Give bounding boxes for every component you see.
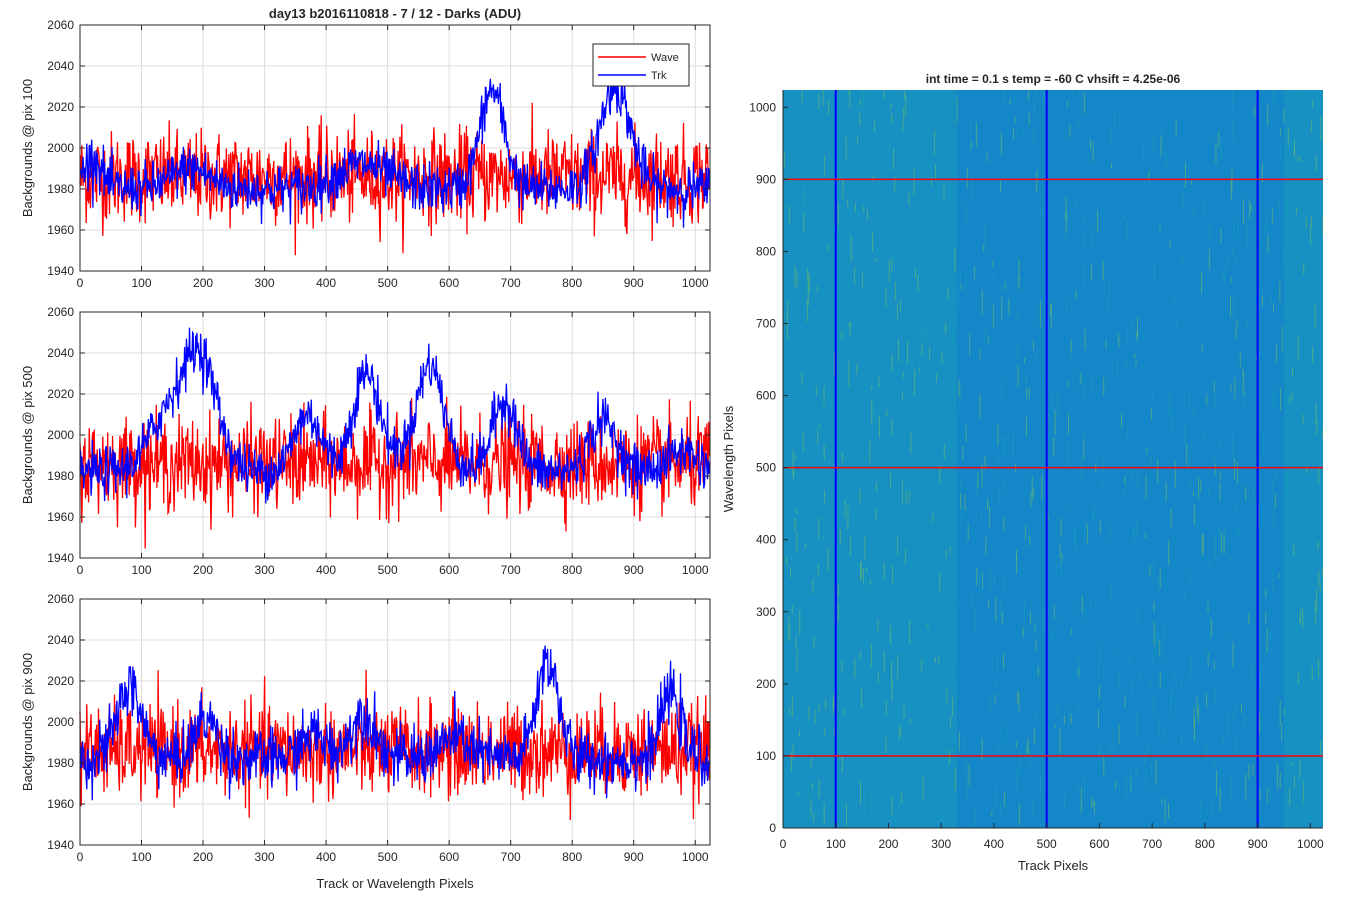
y-tick-label: 500 (756, 461, 776, 475)
x-tick-label: 400 (316, 563, 336, 577)
x-tick-label: 900 (624, 276, 644, 290)
x-tick-label: 1000 (682, 850, 709, 864)
x-tick-label: 0 (77, 850, 84, 864)
x-tick-label: 1000 (1297, 837, 1324, 851)
heatmap-title: int time = 0.1 s temp = -60 C vhsift = 4… (926, 72, 1181, 86)
x-tick-label: 800 (562, 276, 582, 290)
x-tick-label: 800 (562, 563, 582, 577)
trace-panel-pix-900: Backgrounds @ pix 900 Track or Wavelengt… (20, 592, 711, 891)
x-tick-label: 0 (77, 563, 84, 577)
y-tick-label: 1940 (47, 264, 74, 278)
y-tick-label: 1000 (749, 100, 776, 114)
legend-label-trk: Trk (651, 70, 667, 82)
legend-label-wave: Wave (651, 52, 679, 64)
x-tick-label: 900 (624, 850, 644, 864)
y-tick-label: 1980 (47, 469, 74, 483)
x-axis-label: Track or Wavelength Pixels (316, 876, 474, 891)
x-tick-label: 400 (984, 837, 1004, 851)
y-tick-label: 400 (756, 533, 776, 547)
legend-box (592, 43, 690, 87)
x-tick-label: 300 (931, 837, 951, 851)
y-axis-label: Wavelength Pixels (721, 405, 736, 512)
y-tick-label: 2040 (47, 59, 74, 73)
x-tick-label: 300 (255, 276, 275, 290)
heatmap-background (783, 90, 1323, 828)
y-axis-label: Backgrounds @ pix 500 (20, 366, 35, 504)
x-tick-label: 500 (378, 850, 398, 864)
y-tick-label: 1960 (47, 223, 74, 237)
x-tick-label: 900 (624, 563, 644, 577)
chart-title: day13 b2016110818 - 7 / 12 - Darks (ADU) (269, 6, 521, 21)
x-tick-label: 800 (562, 850, 582, 864)
x-tick-label: 100 (132, 850, 152, 864)
x-tick-label: 200 (193, 276, 213, 290)
x-tick-label: 300 (255, 850, 275, 864)
y-tick-label: 2000 (47, 141, 74, 155)
y-tick-label: 2020 (47, 387, 74, 401)
y-tick-label: 900 (756, 172, 776, 186)
y-tick-label: 1980 (47, 182, 74, 196)
x-tick-label: 100 (132, 276, 152, 290)
x-tick-label: 1000 (682, 563, 709, 577)
y-tick-label: 0 (769, 821, 776, 835)
y-axis-label: Backgrounds @ pix 100 (20, 79, 35, 217)
x-tick-label: 600 (439, 276, 459, 290)
x-tick-label: 700 (1142, 837, 1162, 851)
y-tick-label: 2060 (47, 592, 74, 606)
x-tick-label: 500 (1037, 837, 1057, 851)
x-tick-label: 200 (193, 563, 213, 577)
y-tick-label: 100 (756, 749, 776, 763)
y-tick-label: 300 (756, 605, 776, 619)
x-tick-label: 100 (132, 563, 152, 577)
y-tick-label: 2040 (47, 633, 74, 647)
x-tick-label: 400 (316, 850, 336, 864)
y-tick-label: 2060 (47, 18, 74, 32)
x-tick-label: 300 (255, 563, 275, 577)
x-axis-label: Track Pixels (1018, 858, 1089, 873)
y-tick-label: 2020 (47, 674, 74, 688)
trace-panel-pix-100: day13 b2016110818 - 7 / 12 - Darks (ADU)… (20, 6, 711, 290)
x-tick-label: 900 (1248, 837, 1268, 851)
y-tick-label: 2060 (47, 305, 74, 319)
x-tick-label: 200 (878, 837, 898, 851)
y-tick-label: 2000 (47, 428, 74, 442)
legend: Wave Trk (592, 43, 690, 87)
series-line-trk (79, 69, 711, 228)
y-tick-label: 200 (756, 677, 776, 691)
x-tick-label: 600 (439, 850, 459, 864)
x-tick-label: 0 (780, 837, 787, 851)
x-tick-label: 500 (378, 276, 398, 290)
y-tick-label: 2020 (47, 100, 74, 114)
x-tick-label: 600 (439, 563, 459, 577)
y-axis-label: Backgrounds @ pix 900 (20, 653, 35, 791)
x-tick-label: 800 (1195, 837, 1215, 851)
x-tick-label: 200 (193, 850, 213, 864)
heatmap-region-right (1283, 90, 1323, 828)
y-tick-label: 1940 (47, 838, 74, 852)
y-tick-label: 2000 (47, 715, 74, 729)
series-line-trk (79, 327, 711, 504)
x-tick-label: 700 (501, 563, 521, 577)
x-tick-label: 1000 (682, 276, 709, 290)
x-tick-label: 700 (501, 850, 521, 864)
x-tick-label: 100 (826, 837, 846, 851)
y-tick-label: 600 (756, 389, 776, 403)
y-tick-label: 1940 (47, 551, 74, 565)
x-tick-label: 700 (501, 276, 521, 290)
dark-frame-heatmap-panel: int time = 0.1 s temp = -60 C vhsift = 4… (721, 72, 1324, 873)
y-tick-label: 1980 (47, 756, 74, 770)
y-tick-label: 1960 (47, 797, 74, 811)
trace-panel-pix-500: Backgrounds @ pix 500 0 100 200 300 400 500 60… (20, 305, 711, 577)
x-tick-label: 0 (77, 276, 84, 290)
x-tick-label: 500 (378, 563, 398, 577)
y-tick-label: 700 (756, 317, 776, 331)
x-tick-label: 600 (1089, 837, 1109, 851)
y-tick-label: 2040 (47, 346, 74, 360)
x-tick-label: 400 (316, 276, 336, 290)
y-tick-label: 800 (756, 244, 776, 258)
heatmap-image (782, 90, 1324, 828)
series-line-trk (79, 645, 711, 801)
y-tick-label: 1960 (47, 510, 74, 524)
